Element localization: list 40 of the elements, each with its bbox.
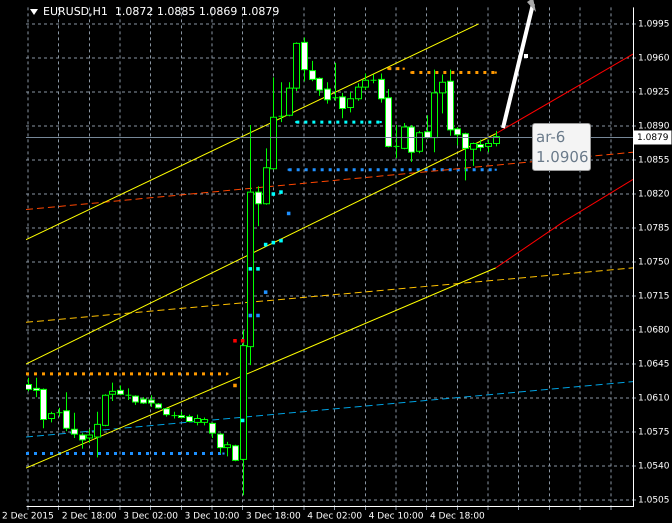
x-tick-label: 3 Dec 10:00 [184,512,240,522]
point [240,418,244,422]
x-tick-label: 2 Dec 2015 [2,512,54,522]
x-tick-label: 2 Dec 18:00 [62,512,117,522]
chart-title: EURUSD,H1 1.0872 1.0885 1.0869 1.0879 [43,5,280,18]
y-tick-label: 1.0855 [638,155,670,166]
x-tick-label: 4 Dec 10:00 [368,512,424,522]
annotation: 1.0906 [536,147,590,167]
point [240,339,244,343]
y-tick-label: 1.0925 [638,87,670,98]
y-tick-label: 1.0890 [638,121,670,132]
annotation: ar-6 [536,127,566,147]
ref-line-label: 1.0879 [637,132,669,143]
y-tick-label: 1.0505 [638,496,670,506]
point [233,339,237,343]
x-tick-label: 3 Dec 18:00 [246,512,301,522]
point [264,242,268,246]
point [256,267,260,271]
y-tick-label: 1.0750 [638,257,670,268]
y-tick-label: 1.0540 [638,461,670,472]
point [279,190,283,194]
y-tick-label: 1.0680 [638,325,670,336]
y-tick-label: 1.0610 [638,393,670,404]
y-tick-label: 1.0960 [638,53,670,64]
x-tick-label: 4 Dec 18:00 [430,512,486,522]
candlestick [71,412,78,438]
x-tick-label: 4 Dec 02:00 [307,512,362,522]
point [272,192,276,196]
point [248,267,252,271]
y-tick-label: 1.0995 [638,19,670,30]
point [272,240,276,244]
y-tick-label: 1.0645 [638,359,670,370]
y-tick-label: 1.0575 [638,427,670,438]
candlestick [209,422,216,438]
y-tick-label: 1.0785 [638,223,670,234]
x-tick-label: 3 Dec 02:00 [123,512,178,522]
point [279,238,283,242]
y-tick-label: 1.0820 [638,189,670,200]
y-tick-label: 1.0715 [638,291,670,302]
candlestick [125,388,132,401]
